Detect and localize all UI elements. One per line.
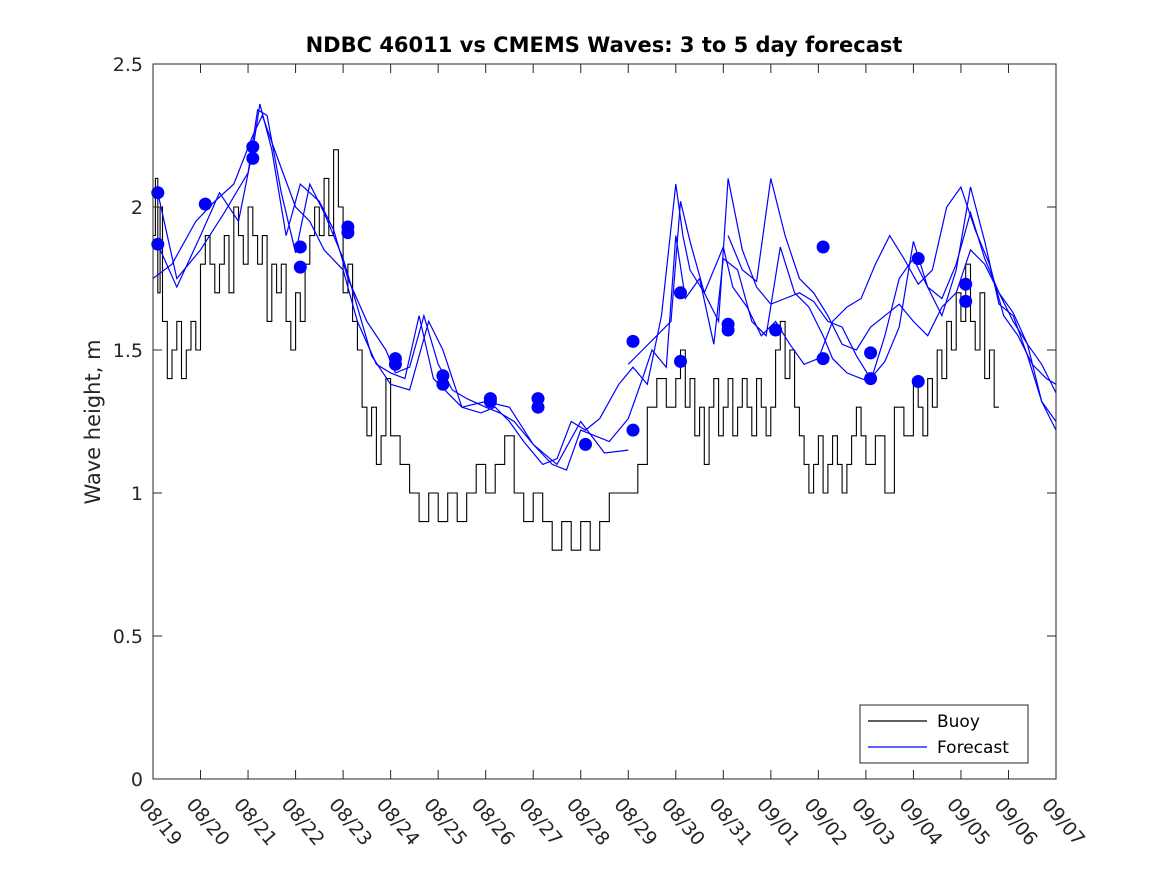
forecast-series-line-4	[627, 178, 1057, 431]
forecast-marker	[626, 423, 640, 437]
forecast-marker	[674, 286, 687, 300]
forecast-marker	[483, 395, 497, 408]
y-tick-label: 0.5	[113, 626, 143, 648]
forecast-marker	[911, 252, 925, 265]
forecast-marker	[246, 140, 260, 154]
legend-box	[859, 704, 1029, 764]
forecast-marker	[198, 197, 212, 211]
forecast-marker	[626, 334, 640, 348]
plot-frame	[152, 63, 1057, 780]
forecast-marker	[293, 260, 307, 274]
forecast-series-line-3	[152, 113, 1057, 466]
forecast-marker	[151, 186, 165, 200]
forecast-marker	[341, 226, 355, 240]
y-tick-label: 1	[131, 483, 143, 505]
plot-background	[153, 64, 1056, 779]
forecast-marker	[721, 317, 735, 331]
forecast-marker	[531, 400, 545, 414]
forecast-marker	[911, 375, 925, 388]
marker-layer	[151, 140, 973, 451]
forecast-series-line-5	[727, 178, 1057, 394]
forecast-marker	[816, 240, 830, 254]
forecast-marker	[388, 357, 402, 371]
y-tick-label: 0	[131, 769, 143, 791]
legend-buoy-label: Buoy	[937, 712, 980, 732]
forecast-marker	[579, 437, 592, 451]
legend-forecast-label: Forecast	[937, 738, 1009, 758]
forecast-marker	[151, 237, 165, 251]
forecast-marker	[959, 277, 973, 291]
forecast-marker	[436, 377, 450, 391]
chart-title: NDBC 46011 vs CMEMS Waves: 3 to 5 day fo…	[306, 33, 903, 57]
forecast-marker	[864, 346, 878, 360]
y-tick-label: 1.5	[113, 340, 143, 362]
forecast-marker	[959, 294, 973, 308]
forecast-marker	[864, 372, 878, 386]
forecast-marker	[246, 151, 260, 165]
forecast-marker	[816, 352, 830, 366]
forecast-marker	[769, 323, 783, 337]
legend: Buoy Forecast	[859, 704, 1029, 764]
forecast-marker	[293, 240, 307, 254]
plot-area	[153, 64, 1056, 779]
y-tick-label: 2.5	[113, 54, 143, 76]
y-tick-label: 2	[131, 197, 143, 219]
buoy-series-line	[153, 149, 999, 551]
forecast-marker	[674, 354, 687, 368]
y-axis-label: Wave height, m	[81, 339, 105, 504]
